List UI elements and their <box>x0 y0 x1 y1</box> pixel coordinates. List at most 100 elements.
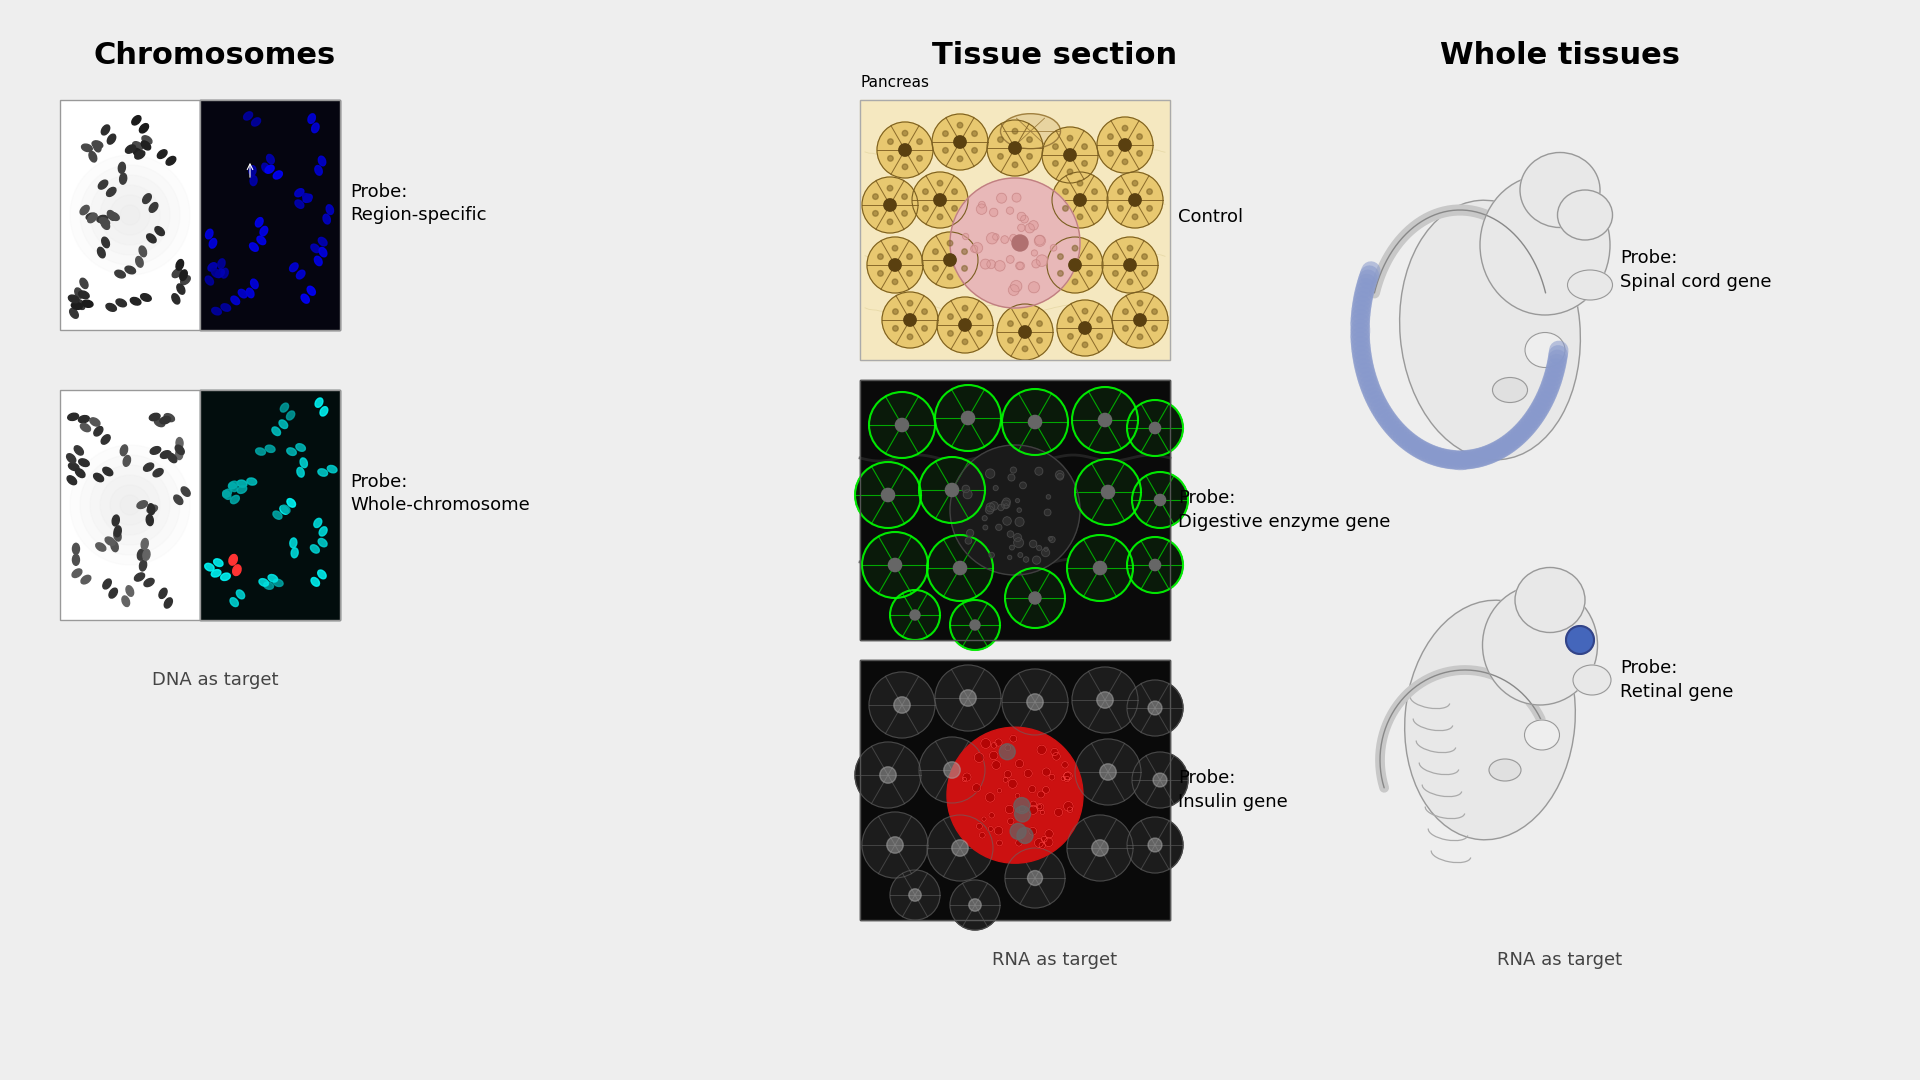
Ellipse shape <box>290 538 298 548</box>
Circle shape <box>1150 422 1160 433</box>
Ellipse shape <box>115 270 125 278</box>
Circle shape <box>1035 468 1043 475</box>
Circle shape <box>922 309 927 314</box>
Circle shape <box>1004 568 1066 627</box>
Circle shape <box>1002 778 1008 782</box>
Circle shape <box>972 784 981 792</box>
Circle shape <box>1008 321 1014 326</box>
Circle shape <box>993 486 998 490</box>
Circle shape <box>1064 772 1071 780</box>
Ellipse shape <box>298 468 303 477</box>
Circle shape <box>1112 292 1167 348</box>
Circle shape <box>1018 213 1025 220</box>
Circle shape <box>1037 321 1043 326</box>
Circle shape <box>954 562 966 575</box>
Ellipse shape <box>250 165 255 176</box>
Circle shape <box>973 753 985 762</box>
Circle shape <box>1018 508 1021 512</box>
Circle shape <box>947 727 1083 863</box>
Ellipse shape <box>94 427 104 436</box>
Ellipse shape <box>81 144 92 151</box>
Circle shape <box>1154 495 1165 505</box>
Circle shape <box>1092 189 1098 194</box>
Circle shape <box>1044 838 1052 847</box>
Ellipse shape <box>221 573 230 580</box>
Ellipse shape <box>244 112 253 120</box>
Circle shape <box>977 823 983 829</box>
Circle shape <box>1018 553 1023 557</box>
Circle shape <box>1029 540 1037 548</box>
Circle shape <box>1064 149 1075 161</box>
Circle shape <box>987 120 1043 176</box>
Circle shape <box>1058 300 1114 356</box>
Circle shape <box>1043 768 1050 777</box>
Circle shape <box>1046 495 1050 499</box>
Circle shape <box>962 778 966 782</box>
Circle shape <box>1100 764 1116 780</box>
Circle shape <box>1029 806 1037 814</box>
Ellipse shape <box>246 288 253 298</box>
Circle shape <box>1037 545 1043 551</box>
Circle shape <box>883 199 897 212</box>
Circle shape <box>985 469 995 478</box>
Circle shape <box>916 156 922 161</box>
Circle shape <box>862 812 927 878</box>
Circle shape <box>891 870 941 920</box>
Ellipse shape <box>259 227 267 235</box>
Circle shape <box>993 760 1000 769</box>
Ellipse shape <box>280 505 288 514</box>
Circle shape <box>981 259 991 269</box>
Bar <box>200 100 340 330</box>
Ellipse shape <box>1490 759 1521 781</box>
Ellipse shape <box>96 543 106 551</box>
Circle shape <box>1016 794 1020 798</box>
Ellipse shape <box>228 483 238 491</box>
Circle shape <box>887 219 893 225</box>
Ellipse shape <box>1000 113 1060 149</box>
Circle shape <box>1044 509 1050 516</box>
Ellipse shape <box>140 561 146 571</box>
Ellipse shape <box>252 279 257 288</box>
Ellipse shape <box>123 456 131 467</box>
Ellipse shape <box>252 118 261 126</box>
Circle shape <box>1062 205 1068 212</box>
Ellipse shape <box>319 527 326 536</box>
Ellipse shape <box>113 530 121 541</box>
Circle shape <box>1031 259 1041 268</box>
Circle shape <box>854 462 922 528</box>
Ellipse shape <box>238 486 248 494</box>
Ellipse shape <box>250 176 257 186</box>
Circle shape <box>970 899 981 912</box>
Bar <box>860 100 1169 360</box>
Bar <box>60 390 340 620</box>
Ellipse shape <box>1572 665 1611 696</box>
Ellipse shape <box>150 447 161 455</box>
Circle shape <box>100 475 159 535</box>
Circle shape <box>952 840 968 856</box>
Ellipse shape <box>1557 190 1613 240</box>
Ellipse shape <box>111 541 119 552</box>
Ellipse shape <box>75 446 83 455</box>
Circle shape <box>1108 150 1114 157</box>
Circle shape <box>862 177 918 233</box>
Ellipse shape <box>263 582 273 590</box>
Circle shape <box>1016 839 1021 846</box>
Circle shape <box>1035 235 1044 246</box>
Text: DNA as target: DNA as target <box>152 671 278 689</box>
Circle shape <box>1021 312 1027 318</box>
Circle shape <box>1054 808 1062 816</box>
Ellipse shape <box>79 291 88 299</box>
Circle shape <box>1048 774 1054 780</box>
Circle shape <box>987 233 998 244</box>
Circle shape <box>1016 517 1023 526</box>
Circle shape <box>1002 498 1010 505</box>
Text: Probe:
Spinal cord gene: Probe: Spinal cord gene <box>1620 249 1772 291</box>
Ellipse shape <box>106 537 115 545</box>
Circle shape <box>1121 125 1127 131</box>
Circle shape <box>874 211 877 216</box>
Circle shape <box>1058 271 1064 276</box>
Circle shape <box>1052 753 1060 760</box>
Ellipse shape <box>221 303 230 311</box>
Ellipse shape <box>255 217 263 227</box>
Circle shape <box>1043 127 1098 183</box>
